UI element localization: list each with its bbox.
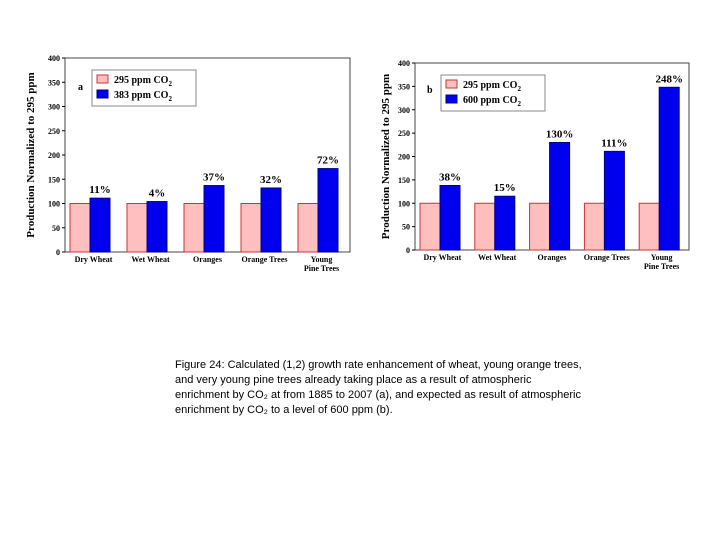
y-tick-label: 200 <box>48 151 60 160</box>
caption-line-1: Figure 24: Calculated (1,2) growth rate … <box>175 359 582 371</box>
x-tick-label: Orange Trees <box>584 253 630 262</box>
legend-swatch-enriched <box>96 89 109 99</box>
caption-line-2: and very young pine trees already taking… <box>175 374 532 386</box>
bar-enriched <box>260 187 282 253</box>
bar-baseline <box>126 203 148 253</box>
data-label: 4% <box>149 188 166 200</box>
bar-baseline <box>183 203 205 253</box>
x-tick-label: Dry Wheat <box>75 255 113 264</box>
bar-baseline <box>297 203 319 253</box>
data-label: 38% <box>439 171 461 183</box>
y-tick-label: 300 <box>48 103 60 112</box>
y-tick-label: 150 <box>48 175 60 184</box>
legend-swatch-enriched <box>445 94 458 104</box>
bar-baseline <box>638 202 660 251</box>
data-label: 111% <box>601 137 627 149</box>
data-label: 130% <box>546 128 574 140</box>
bar-baseline <box>240 203 262 253</box>
y-tick-label: 350 <box>398 82 410 91</box>
x-tick-label: Wet Wheat <box>478 253 517 262</box>
y-tick-label: 250 <box>48 127 60 136</box>
y-tick-label: 250 <box>398 129 410 138</box>
x-tick-label: Young <box>651 253 673 262</box>
x-tick-label: Dry Wheat <box>423 253 461 262</box>
x-tick-label: Young <box>311 255 333 264</box>
legend-swatch-baseline <box>96 74 109 84</box>
y-tick-label: 400 <box>48 54 60 63</box>
legend-subscript: 2 <box>168 80 172 88</box>
x-tick-label: Pine Trees <box>644 262 679 271</box>
bar-enriched <box>658 86 680 251</box>
caption-line-4: enrichment by CO₂ to a level of 600 ppm … <box>175 404 393 416</box>
data-label: 15% <box>494 182 516 194</box>
data-label: 11% <box>89 184 110 196</box>
legend-label-enriched: 600 ppm CO2 <box>463 95 521 108</box>
bar-baseline <box>419 202 441 251</box>
y-tick-label: 50 <box>402 223 410 232</box>
legend-subscript: 2 <box>517 85 521 93</box>
y-tick-label: 50 <box>52 224 60 233</box>
legend-label-baseline: 295 ppm CO2 <box>114 75 172 88</box>
legend-subscript: 2 <box>168 95 172 103</box>
y-tick-label: 100 <box>48 200 60 209</box>
x-tick-label: Oranges <box>193 255 222 264</box>
y-tick-label: 200 <box>398 153 410 162</box>
chart-b: 0 50 100 150 200 250 300 350 400 Production Norma… <box>380 59 690 271</box>
x-tick-label: Pine Trees <box>304 264 339 273</box>
y-axis-label: Production Normalized to 295 ppm <box>380 74 392 239</box>
y-tick-label: 0 <box>406 246 410 255</box>
y-tick-label: 300 <box>398 106 410 115</box>
data-label: 37% <box>203 172 225 184</box>
bar-enriched <box>146 201 168 253</box>
y-axis-label: Production Normalized to 295 ppm <box>25 72 37 237</box>
bar-enriched <box>203 185 225 253</box>
bar-enriched <box>494 195 516 251</box>
legend-box <box>440 74 546 112</box>
panel-label: b <box>427 85 433 96</box>
x-tick-label: Wet Wheat <box>131 255 170 264</box>
y-tick-label: 400 <box>398 59 410 68</box>
caption-line-3: enrichment by CO₂ at from 1885 to 2007 (… <box>175 389 581 401</box>
chart-a: 0 50 100 150 200 250 300 350 400 Production Norma… <box>25 54 351 273</box>
x-tick-label: Orange Trees <box>242 255 288 264</box>
y-tick-label: 150 <box>398 176 410 185</box>
panel-label: a <box>78 82 83 93</box>
bar-baseline <box>69 203 91 253</box>
y-tick-label: 100 <box>398 199 410 208</box>
bar-enriched <box>439 184 461 251</box>
x-tick-label: Oranges <box>538 253 567 262</box>
data-label: 32% <box>260 174 282 186</box>
y-tick-label: 350 <box>48 78 60 87</box>
bar-enriched <box>317 168 339 253</box>
bar-baseline <box>583 202 605 251</box>
y-tick-label: 0 <box>56 248 60 257</box>
legend-label-enriched: 383 ppm CO2 <box>114 90 172 103</box>
legend-subscript: 2 <box>517 100 521 108</box>
bar-enriched <box>549 141 571 251</box>
figure-caption: Figure 24: Calculated (1,2) growth rate … <box>175 358 635 418</box>
legend-swatch-baseline <box>445 79 458 89</box>
data-label: 248% <box>655 73 683 85</box>
bar-enriched <box>89 197 111 253</box>
legend-label-baseline: 295 ppm CO2 <box>463 80 521 93</box>
bar-baseline <box>529 202 551 251</box>
bar-baseline <box>474 202 496 251</box>
bar-enriched <box>603 150 625 251</box>
data-label: 72% <box>317 155 339 167</box>
legend-box <box>91 69 197 107</box>
